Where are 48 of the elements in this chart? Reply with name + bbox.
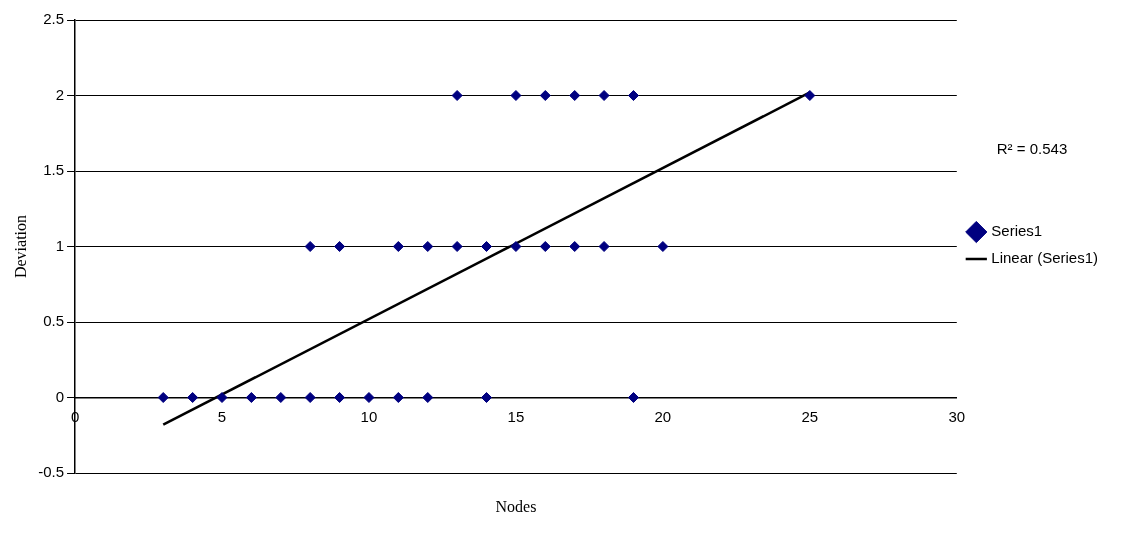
point: [627, 90, 639, 101]
x-tick-label: 25: [801, 407, 819, 425]
point: [569, 90, 581, 101]
text: R² = 0.543: [996, 139, 1068, 157]
point: [422, 241, 434, 252]
y-axis-title: Deviation: [11, 214, 29, 279]
point: [363, 392, 375, 403]
point: [451, 241, 463, 252]
point: [275, 392, 287, 403]
y-tick-label: 1.5: [43, 161, 65, 179]
point: [627, 392, 639, 403]
point: [481, 392, 493, 403]
point: [539, 90, 551, 101]
point: [392, 241, 404, 252]
point: [539, 241, 551, 252]
x-tick-label: 15: [507, 407, 525, 425]
x-tick-label: 30: [948, 407, 966, 425]
point: [598, 241, 610, 252]
point: [334, 392, 346, 403]
point: [598, 90, 610, 101]
point: [187, 392, 199, 403]
point: [510, 90, 522, 101]
x-tick-label: 5: [217, 407, 227, 425]
point: [245, 392, 257, 403]
point: [334, 241, 346, 252]
y-tick-label: 2.5: [43, 10, 65, 28]
point: [510, 241, 522, 252]
x-axis-title: Nodes: [495, 498, 537, 516]
y-tick-label: 0.5: [43, 312, 65, 330]
point: [392, 392, 404, 403]
y-tick-label: 0: [55, 387, 65, 405]
point: [451, 90, 463, 101]
point: [304, 241, 316, 252]
point: [157, 392, 169, 403]
point: [804, 90, 816, 101]
point: [216, 392, 228, 403]
point: [481, 241, 493, 252]
point: [657, 241, 669, 252]
point: [569, 241, 581, 252]
y-tick-label: 2: [55, 85, 65, 103]
y-tick-label: 1: [55, 236, 65, 254]
point: [422, 392, 434, 403]
x-tick-label: 10: [360, 407, 378, 425]
x-tick-label: 20: [654, 407, 672, 425]
y-tick-label: -0.5: [38, 463, 65, 481]
legend-label: Linear (Series1): [991, 249, 1098, 267]
legend-label: Series1: [991, 222, 1043, 240]
point: [304, 392, 316, 403]
